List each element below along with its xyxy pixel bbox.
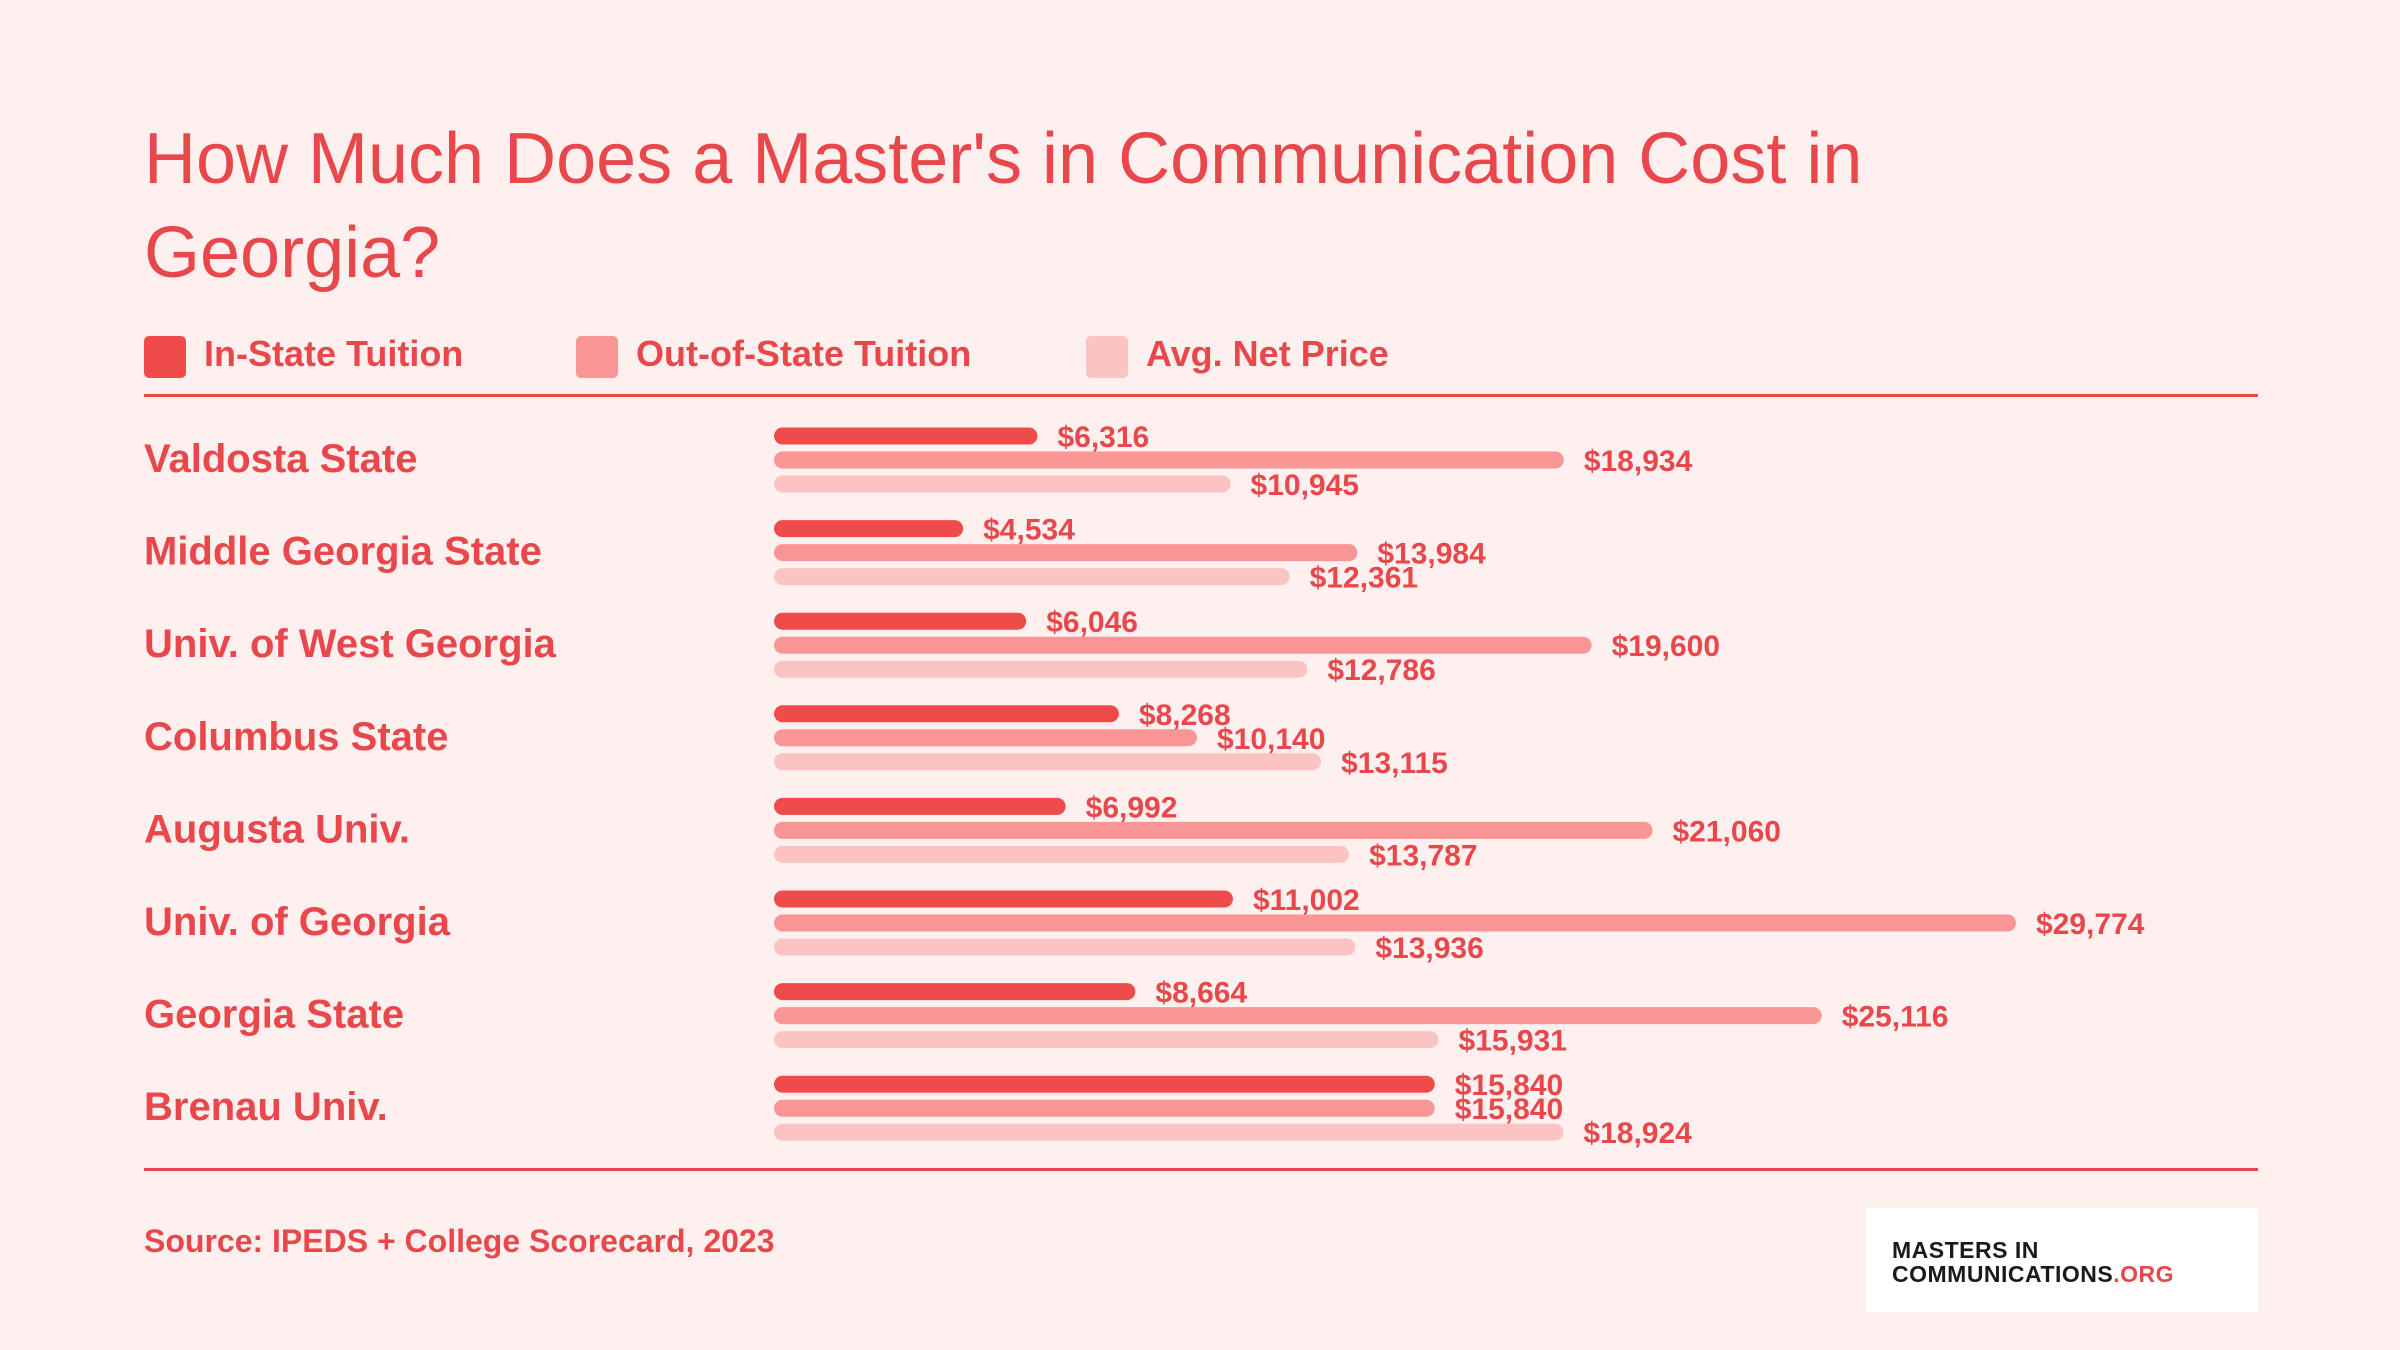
value-label-univ-of-georgia-avg-net-price: $13,936 bbox=[1375, 932, 1483, 965]
value-label-univ-of-west-georgia-avg-net-price: $12,786 bbox=[1327, 654, 1435, 687]
value-label-georgia-state-in-state-tuition: $8,664 bbox=[1155, 977, 1247, 1010]
bar-augusta-univ-avg-net-price bbox=[774, 845, 1350, 863]
bar-augusta-univ-out-of-state-tuition bbox=[774, 821, 1653, 839]
bar-brenau-univ-out-of-state-tuition bbox=[774, 1099, 1435, 1117]
chart-title: How Much Does a Master's in Communicatio… bbox=[144, 119, 1863, 293]
site-logo: MASTERS IN COMMUNICATIONS.ORG bbox=[1866, 1208, 2258, 1312]
value-label-columbus-state-avg-net-price: $13,115 bbox=[1341, 747, 1448, 780]
value-label-middle-georgia-state-in-state-tuition: $4,534 bbox=[983, 514, 1075, 547]
category-label-georgia-state: Georgia State bbox=[144, 993, 404, 1037]
value-label-valdosta-state-avg-net-price: $10,945 bbox=[1251, 469, 1359, 502]
value-label-georgia-state-avg-net-price: $15,931 bbox=[1459, 1025, 1567, 1058]
category-label-brenau-univ: Brenau Univ. bbox=[144, 1085, 388, 1129]
value-label-augusta-univ-out-of-state-tuition: $21,060 bbox=[1673, 815, 1781, 848]
value-label-brenau-univ-avg-net-price: $18,924 bbox=[1583, 1117, 1692, 1150]
category-label-univ-of-west-georgia: Univ. of West Georgia bbox=[144, 622, 557, 666]
bar-brenau-univ-avg-net-price bbox=[774, 1123, 1564, 1141]
bar-columbus-state-avg-net-price bbox=[774, 753, 1322, 771]
value-label-middle-georgia-state-avg-net-price: $12,361 bbox=[1310, 562, 1418, 595]
divider-bottom bbox=[144, 1168, 2258, 1171]
value-label-univ-of-west-georgia-in-state-tuition: $6,046 bbox=[1046, 606, 1138, 639]
value-label-augusta-univ-in-state-tuition: $6,992 bbox=[1086, 791, 1178, 824]
bar-valdosta-state-in-state-tuition bbox=[774, 427, 1038, 445]
bar-middle-georgia-state-out-of-state-tuition bbox=[774, 544, 1358, 562]
legend-swatch-net-price bbox=[1086, 336, 1128, 378]
value-label-univ-of-georgia-out-of-state-tuition: $29,774 bbox=[2036, 908, 2145, 941]
category-label-middle-georgia-state: Middle Georgia State bbox=[144, 530, 542, 574]
legend-label-net-price: Avg. Net Price bbox=[1146, 333, 1389, 374]
bar-georgia-state-avg-net-price bbox=[774, 1031, 1439, 1049]
bar-georgia-state-out-of-state-tuition bbox=[774, 1007, 1822, 1025]
legend-label-out-of-state: Out-of-State Tuition bbox=[636, 333, 972, 374]
value-label-univ-of-west-georgia-out-of-state-tuition: $19,600 bbox=[1612, 630, 1720, 663]
value-label-columbus-state-out-of-state-tuition: $10,140 bbox=[1217, 723, 1325, 756]
value-label-brenau-univ-out-of-state-tuition: $15,840 bbox=[1455, 1093, 1563, 1126]
logo-suffix: .ORG bbox=[2113, 1261, 2175, 1287]
divider-top bbox=[144, 394, 2258, 397]
logo-line-1: MASTERS IN bbox=[1892, 1237, 2039, 1263]
bar-univ-of-west-georgia-avg-net-price bbox=[774, 660, 1308, 678]
category-label-columbus-state: Columbus State bbox=[144, 715, 448, 759]
bar-univ-of-georgia-avg-net-price bbox=[774, 938, 1356, 956]
bar-valdosta-state-out-of-state-tuition bbox=[774, 451, 1564, 469]
logo-line-2: COMMUNICATIONS.ORG bbox=[1892, 1262, 2174, 1286]
value-label-brenau-univ-in-state-tuition: $15,840 bbox=[1455, 1069, 1563, 1102]
value-label-univ-of-georgia-in-state-tuition: $11,002 bbox=[1253, 884, 1360, 917]
bar-valdosta-state-avg-net-price bbox=[774, 475, 1231, 493]
bar-middle-georgia-state-avg-net-price bbox=[774, 568, 1290, 586]
category-label-augusta-univ: Augusta Univ. bbox=[144, 807, 410, 851]
bar-univ-of-georgia-in-state-tuition bbox=[774, 890, 1233, 908]
source-note: Source: IPEDS + College Scorecard, 2023 bbox=[144, 1223, 775, 1259]
value-label-valdosta-state-out-of-state-tuition: $18,934 bbox=[1584, 445, 1693, 478]
value-label-middle-georgia-state-out-of-state-tuition: $13,984 bbox=[1377, 538, 1486, 571]
legend-swatch-out-of-state bbox=[576, 336, 618, 378]
category-label-univ-of-georgia: Univ. of Georgia bbox=[144, 900, 451, 944]
legend-swatch-in-state bbox=[144, 336, 186, 378]
category-label-valdosta-state: Valdosta State bbox=[144, 437, 417, 481]
bar-brenau-univ-in-state-tuition bbox=[774, 1075, 1435, 1093]
bar-univ-of-georgia-out-of-state-tuition bbox=[774, 914, 2016, 932]
value-label-columbus-state-in-state-tuition: $8,268 bbox=[1139, 699, 1231, 732]
value-label-valdosta-state-in-state-tuition: $6,316 bbox=[1057, 421, 1149, 454]
value-label-augusta-univ-avg-net-price: $13,787 bbox=[1369, 839, 1477, 872]
bar-univ-of-west-georgia-in-state-tuition bbox=[774, 612, 1027, 630]
legend-label-in-state: In-State Tuition bbox=[204, 333, 464, 374]
bar-univ-of-west-georgia-out-of-state-tuition bbox=[774, 636, 1592, 654]
logo-line-2-main: COMMUNICATIONS bbox=[1892, 1261, 2114, 1287]
bar-columbus-state-out-of-state-tuition bbox=[774, 729, 1197, 747]
bar-augusta-univ-in-state-tuition bbox=[774, 797, 1066, 815]
bar-georgia-state-in-state-tuition bbox=[774, 983, 1136, 1001]
bar-middle-georgia-state-in-state-tuition bbox=[774, 520, 964, 538]
bar-columbus-state-in-state-tuition bbox=[774, 705, 1119, 723]
value-label-georgia-state-out-of-state-tuition: $25,116 bbox=[1842, 1001, 1949, 1034]
